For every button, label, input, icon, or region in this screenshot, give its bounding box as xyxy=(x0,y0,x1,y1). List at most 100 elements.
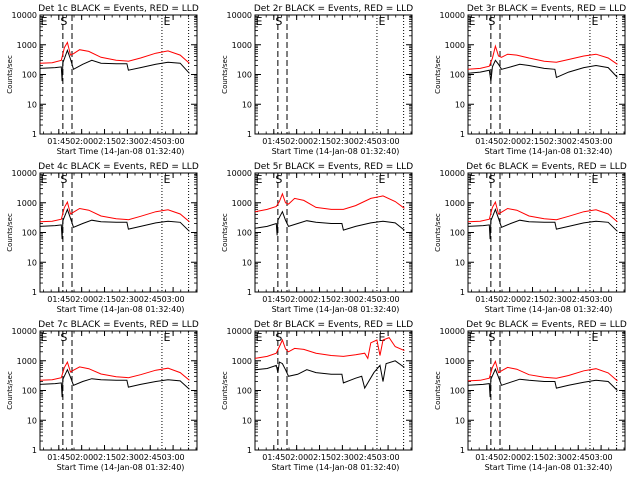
x-tick-label: 03:00 xyxy=(377,453,400,462)
plot-frame xyxy=(39,172,198,293)
x-tick-label: 02:45 xyxy=(354,295,377,304)
y-tick-label: 10000 xyxy=(440,169,465,178)
x-axis-label: Start Time (14-Jan-08 01:32:40) xyxy=(57,463,185,472)
x-tick-label: 02:30 xyxy=(116,453,139,462)
panel-title: Det 6c BLACK = Events, RED = LLD xyxy=(466,162,627,172)
y-axis-label: Counts/sec xyxy=(434,213,442,252)
panel-det-9c: Det 9c BLACK = Events, RED = LLD 1 10 100 10… xyxy=(434,320,627,472)
s-marker: S xyxy=(275,15,282,28)
y-tick-label: 10 xyxy=(242,416,252,425)
panel-det-5r: Det 5r BLACK = Events, RED = LLD 1 10 100 10… xyxy=(221,162,413,314)
y-tick-label: 1000 xyxy=(17,199,37,208)
series-events-line xyxy=(467,59,618,82)
x-tick-label: 02:00 xyxy=(285,453,308,462)
x-tick-label: 02:15 xyxy=(93,453,116,462)
series-events-line xyxy=(39,48,190,82)
e-marker: E xyxy=(469,173,476,186)
series-lld-line xyxy=(39,41,190,64)
e-marker: E xyxy=(379,173,386,186)
y-tick-label: 10000 xyxy=(440,11,465,20)
panel-title: Det 7c BLACK = Events, RED = LLD xyxy=(38,320,199,330)
e-marker: E xyxy=(164,15,171,28)
x-tick-label: 03:00 xyxy=(377,295,400,304)
y-tick-label: 100 xyxy=(22,71,37,80)
e-marker: E xyxy=(469,15,476,28)
x-tick-label: 02:15 xyxy=(521,295,544,304)
x-tick-label: 02:30 xyxy=(331,453,354,462)
y-tick-label: 10000 xyxy=(227,169,252,178)
x-tick-label: 02:45 xyxy=(139,295,162,304)
x-tick-label: 02:00 xyxy=(498,295,521,304)
e-marker: E xyxy=(379,331,386,344)
y-axis-label: Counts/sec xyxy=(434,371,442,410)
series-lld-line xyxy=(467,200,618,223)
y-tick-label: 10 xyxy=(455,416,465,425)
s-marker: S xyxy=(60,173,67,186)
x-tick-label: 02:00 xyxy=(285,295,308,304)
y-tick-label: 1000 xyxy=(445,41,465,50)
x-axis-label: Start Time (14-Jan-08 01:32:40) xyxy=(57,305,185,314)
x-tick-label: 02:45 xyxy=(567,137,590,146)
y-tick-label: 1 xyxy=(32,288,37,297)
y-tick-label: 10000 xyxy=(440,327,465,336)
x-tick-label: 03:00 xyxy=(162,137,185,146)
y-tick-label: 10000 xyxy=(12,11,37,20)
y-tick-label: 100 xyxy=(450,387,465,396)
x-tick-label: 02:00 xyxy=(498,453,521,462)
x-tick-label: 02:00 xyxy=(70,295,93,304)
x-axis-label: Start Time (14-Jan-08 01:32:40) xyxy=(272,147,400,156)
y-tick-label: 10000 xyxy=(12,327,37,336)
y-axis-label: Counts/sec xyxy=(221,213,229,252)
e-marker: E xyxy=(469,331,476,344)
x-tick-label: 03:00 xyxy=(162,453,185,462)
y-tick-label: 1000 xyxy=(445,357,465,366)
x-tick-label: 02:30 xyxy=(116,137,139,146)
x-tick-label: 02:15 xyxy=(308,295,331,304)
s-marker: S xyxy=(488,15,495,28)
e-marker: E xyxy=(41,15,48,28)
y-tick-label: 1 xyxy=(247,130,252,139)
x-axis-label: Start Time (14-Jan-08 01:32:40) xyxy=(272,305,400,314)
y-tick-label: 1 xyxy=(247,288,252,297)
x-tick-label: 02:00 xyxy=(285,137,308,146)
y-tick-label: 100 xyxy=(237,229,252,238)
panel-det-7c: Det 7c BLACK = Events, RED = LLD 1 10 100 10… xyxy=(6,320,199,472)
series-lld-line xyxy=(467,44,618,70)
x-axis-label: Start Time (14-Jan-08 01:32:40) xyxy=(485,305,613,314)
series-lld-line xyxy=(39,360,190,381)
panel-det-2r: Det 2r BLACK = Events, RED = LLD 1 10 100 10… xyxy=(221,4,413,156)
panel-title: Det 4c BLACK = Events, RED = LLD xyxy=(38,162,199,172)
plot-frame xyxy=(467,330,626,451)
y-tick-label: 1000 xyxy=(17,41,37,50)
y-tick-label: 10000 xyxy=(227,11,252,20)
plot-frame xyxy=(39,330,198,451)
x-tick-label: 03:00 xyxy=(590,137,613,146)
series-lld-line xyxy=(467,360,618,382)
y-tick-label: 1000 xyxy=(232,357,252,366)
x-axis-label: Start Time (14-Jan-08 01:32:40) xyxy=(485,147,613,156)
x-tick-label: 01:45 xyxy=(47,453,70,462)
e-marker: E xyxy=(592,173,599,186)
y-tick-label: 1000 xyxy=(232,199,252,208)
y-tick-label: 100 xyxy=(450,71,465,80)
s-marker: S xyxy=(60,331,67,344)
plot-frame xyxy=(467,172,626,293)
s-marker: S xyxy=(488,173,495,186)
y-tick-label: 10 xyxy=(455,258,465,267)
e-marker: E xyxy=(164,331,171,344)
x-tick-label: 02:00 xyxy=(70,137,93,146)
series-events-line xyxy=(254,360,405,390)
series-events-line xyxy=(254,210,405,236)
y-tick-label: 1 xyxy=(460,446,465,455)
panel-title: Det 8r BLACK = Events, RED = LLD xyxy=(254,320,413,330)
x-tick-label: 01:45 xyxy=(475,137,498,146)
y-tick-label: 1000 xyxy=(17,357,37,366)
e-marker: E xyxy=(41,331,48,344)
y-tick-label: 10 xyxy=(242,258,252,267)
panel-title: Det 3r BLACK = Events, RED = LLD xyxy=(467,4,626,14)
x-tick-label: 02:30 xyxy=(331,137,354,146)
y-tick-label: 1000 xyxy=(232,41,252,50)
x-tick-label: 02:45 xyxy=(139,453,162,462)
x-tick-label: 02:45 xyxy=(567,295,590,304)
